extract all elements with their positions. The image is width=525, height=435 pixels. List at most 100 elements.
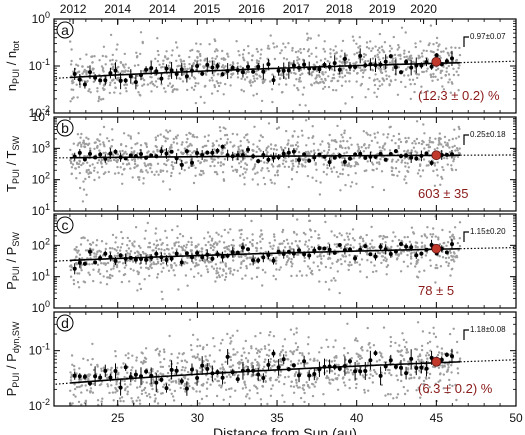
raw-point bbox=[427, 143, 430, 146]
raw-point bbox=[214, 39, 217, 43]
binned-point bbox=[139, 152, 143, 156]
raw-point bbox=[293, 130, 296, 133]
raw-point bbox=[162, 348, 166, 351]
raw-point bbox=[138, 385, 142, 388]
raw-point bbox=[418, 169, 421, 172]
raw-point bbox=[193, 355, 196, 358]
raw-point bbox=[388, 44, 392, 48]
binned-point bbox=[179, 260, 184, 265]
raw-point bbox=[429, 233, 432, 236]
binned-point bbox=[174, 368, 179, 373]
raw-point bbox=[226, 53, 229, 56]
raw-point bbox=[455, 340, 459, 344]
raw-point bbox=[234, 353, 237, 356]
raw-point bbox=[171, 167, 175, 171]
raw-point bbox=[122, 168, 126, 171]
raw-point bbox=[296, 362, 300, 365]
raw-point bbox=[239, 144, 242, 147]
raw-point bbox=[394, 235, 397, 238]
raw-point bbox=[391, 239, 394, 243]
binned-point bbox=[108, 151, 113, 156]
raw-point bbox=[150, 76, 153, 79]
raw-point bbox=[121, 149, 124, 153]
raw-point bbox=[247, 70, 250, 74]
raw-point bbox=[226, 332, 229, 336]
raw-point bbox=[133, 245, 136, 248]
raw-point bbox=[124, 87, 128, 90]
raw-point bbox=[111, 153, 115, 156]
raw-point bbox=[453, 226, 457, 229]
raw-point bbox=[398, 170, 401, 173]
raw-point bbox=[153, 400, 156, 403]
raw-point bbox=[335, 378, 339, 381]
raw-point bbox=[76, 144, 79, 147]
raw-point bbox=[451, 255, 454, 258]
raw-point bbox=[225, 142, 229, 145]
raw-point bbox=[117, 65, 120, 69]
raw-point bbox=[102, 97, 105, 101]
raw-point bbox=[378, 46, 381, 50]
raw-point bbox=[382, 57, 385, 60]
raw-point bbox=[426, 89, 429, 93]
raw-point bbox=[376, 78, 379, 81]
raw-point bbox=[201, 145, 204, 149]
raw-point bbox=[113, 248, 116, 251]
raw-point bbox=[204, 84, 207, 88]
raw-point bbox=[70, 88, 73, 91]
raw-point bbox=[322, 81, 326, 85]
raw-point bbox=[269, 330, 272, 334]
raw-point bbox=[194, 82, 197, 85]
raw-point bbox=[187, 166, 191, 169]
raw-point bbox=[275, 259, 278, 262]
raw-point bbox=[349, 244, 352, 247]
binned-point bbox=[215, 148, 220, 153]
panel-d: 10-210-1d 1.18±0.08(6.3 ± 0.2) %PPUI / Pd… bbox=[4, 311, 517, 413]
raw-point bbox=[447, 264, 450, 267]
raw-point bbox=[113, 81, 117, 85]
raw-point bbox=[281, 345, 285, 348]
raw-point bbox=[418, 369, 421, 372]
raw-point bbox=[301, 158, 304, 161]
raw-point bbox=[282, 159, 285, 162]
raw-point bbox=[354, 386, 358, 390]
raw-point bbox=[251, 238, 254, 242]
raw-point bbox=[74, 395, 77, 398]
raw-point bbox=[244, 339, 247, 343]
raw-point bbox=[439, 71, 442, 75]
raw-point bbox=[122, 273, 126, 277]
raw-point bbox=[290, 242, 294, 245]
raw-point bbox=[224, 65, 227, 68]
raw-point bbox=[316, 255, 319, 258]
raw-point bbox=[389, 340, 393, 344]
raw-point bbox=[291, 46, 294, 50]
raw-point bbox=[427, 43, 430, 47]
raw-point bbox=[205, 159, 208, 162]
raw-point bbox=[317, 34, 320, 37]
raw-point bbox=[446, 241, 450, 244]
raw-point bbox=[113, 262, 116, 266]
raw-point bbox=[116, 165, 119, 169]
raw-point bbox=[73, 383, 76, 386]
raw-point bbox=[197, 243, 200, 246]
raw-point bbox=[172, 251, 175, 254]
raw-point bbox=[136, 250, 139, 253]
y-tick-label: 10-2 bbox=[29, 104, 50, 120]
raw-point bbox=[397, 46, 401, 49]
raw-point bbox=[345, 54, 348, 57]
raw-point bbox=[428, 372, 432, 376]
binned-point bbox=[297, 373, 301, 378]
raw-point bbox=[220, 57, 223, 60]
raw-point bbox=[91, 67, 95, 70]
raw-point bbox=[268, 259, 272, 262]
raw-point bbox=[245, 365, 248, 368]
binned-point bbox=[169, 149, 174, 154]
raw-point bbox=[250, 59, 254, 62]
raw-point bbox=[166, 131, 170, 134]
raw-point bbox=[185, 246, 188, 249]
binned-point bbox=[103, 251, 108, 256]
raw-point bbox=[283, 382, 286, 386]
raw-point bbox=[437, 366, 441, 369]
raw-point bbox=[310, 84, 313, 87]
raw-point bbox=[211, 244, 214, 248]
raw-point bbox=[77, 400, 81, 404]
